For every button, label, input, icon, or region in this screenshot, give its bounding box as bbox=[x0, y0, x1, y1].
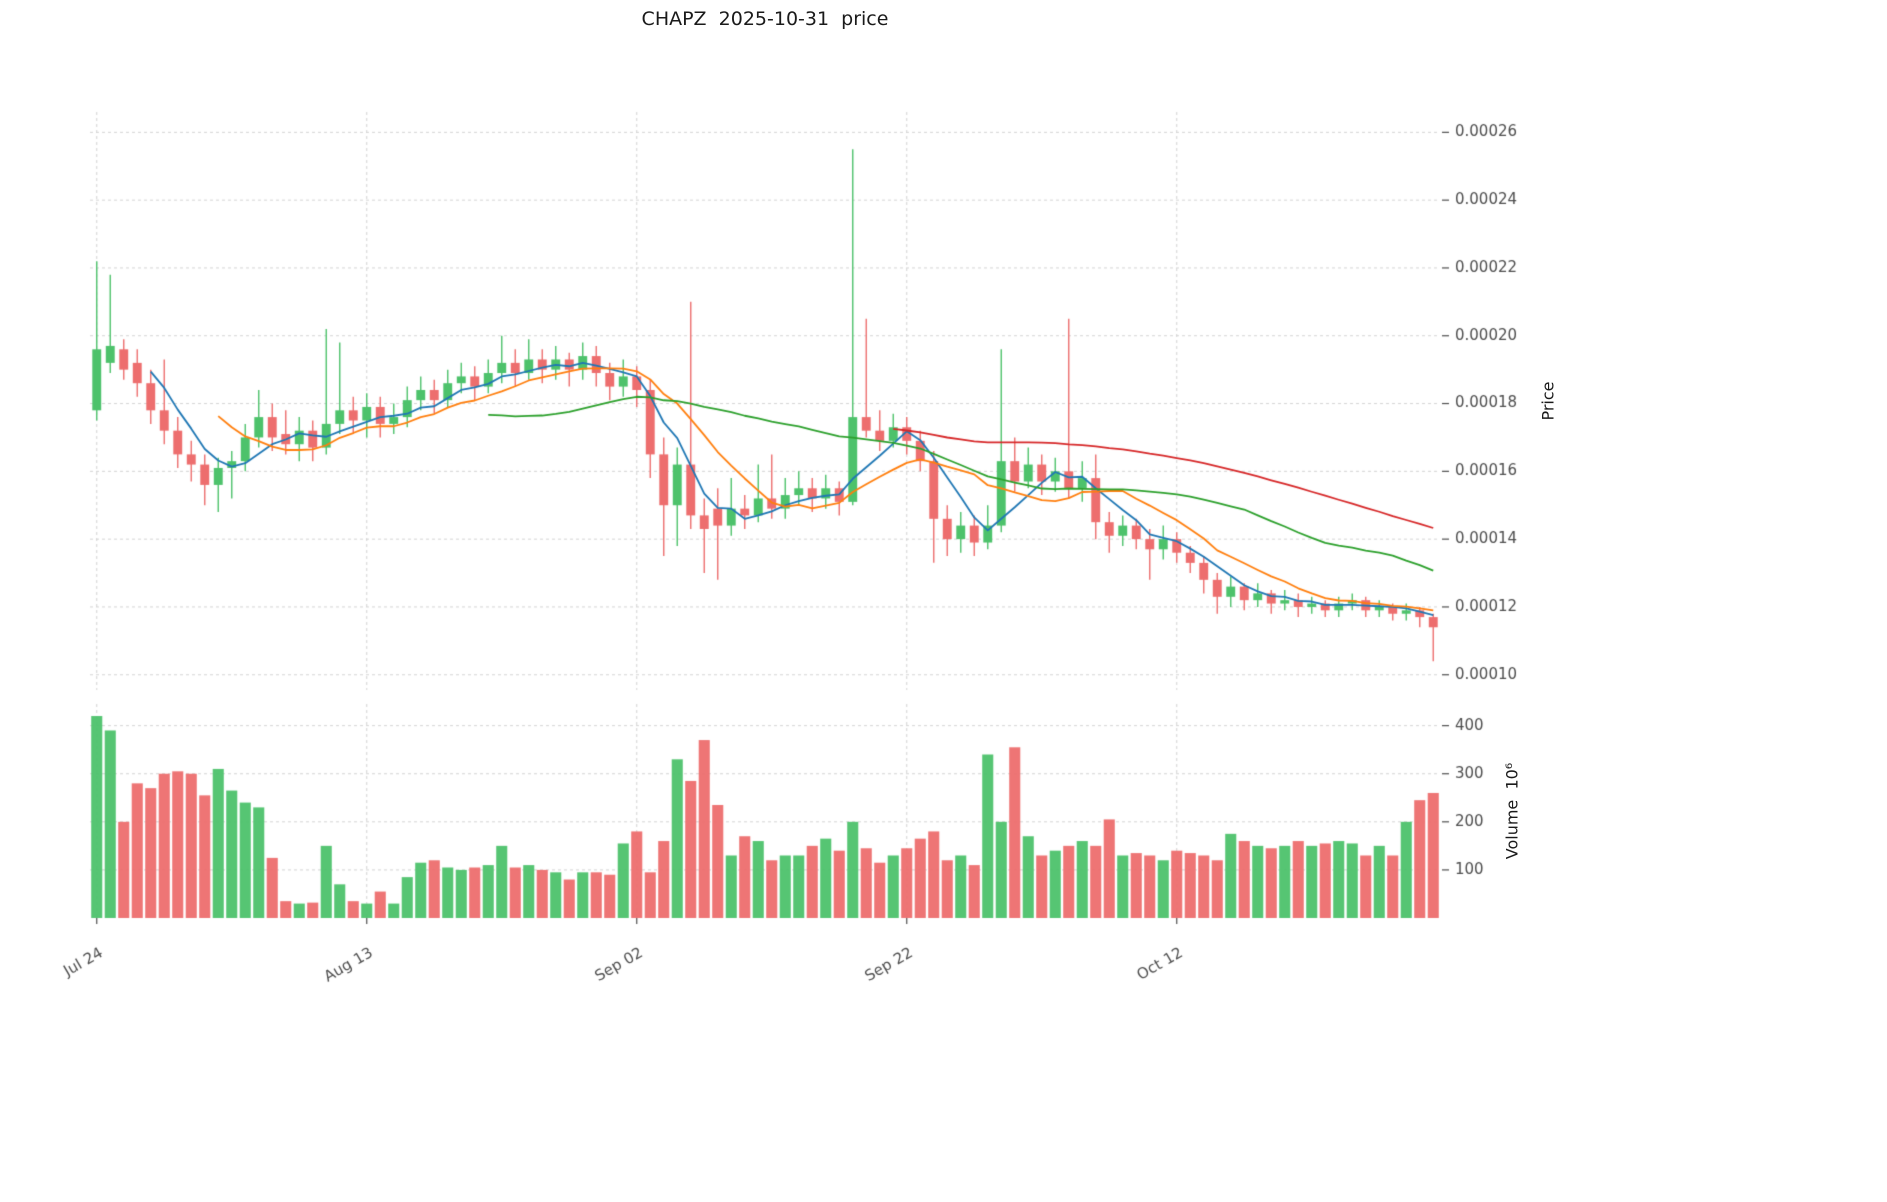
volume-axis-label: Volume 10⁶ bbox=[1502, 762, 1522, 860]
price-axis-label: Price bbox=[1538, 381, 1558, 421]
chart-title: CHAPZ 2025-10-31 price bbox=[641, 8, 889, 30]
